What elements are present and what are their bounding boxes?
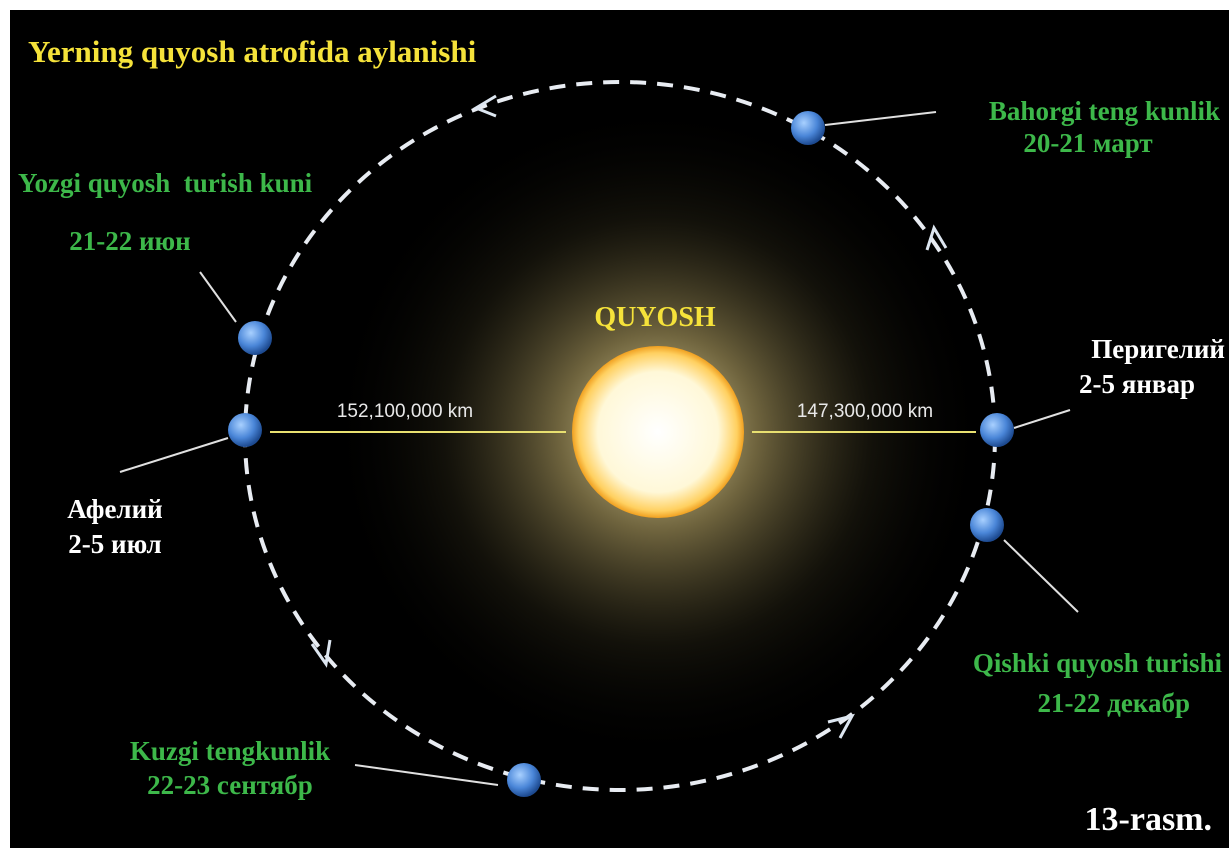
earth bbox=[791, 111, 825, 145]
point-name: Qishki quyosh turishi bbox=[973, 648, 1223, 678]
point-name: Bahorgi teng kunlik bbox=[989, 96, 1220, 126]
point-name: Kuzgi tengkunlik bbox=[130, 736, 330, 766]
point-date: 2-5 январ bbox=[1079, 369, 1195, 399]
earth bbox=[970, 508, 1004, 542]
earth bbox=[238, 321, 272, 355]
earth bbox=[507, 763, 541, 797]
sun bbox=[572, 346, 744, 518]
title: Yerning quyosh atrofida aylanishi bbox=[28, 34, 477, 69]
point-name: Перигелий bbox=[1091, 334, 1225, 364]
point-date: 22-23 сентябр bbox=[147, 770, 313, 800]
page: QUYOSH 152,100,000 km 147,300,000 km Yer… bbox=[0, 0, 1229, 848]
point-date: 21-22 июн bbox=[69, 226, 191, 256]
point-name: Афелий bbox=[67, 494, 162, 524]
point-date: 2-5 июл bbox=[68, 529, 161, 559]
diagram: QUYOSH 152,100,000 km 147,300,000 km Yer… bbox=[0, 0, 1229, 848]
distance-label: 147,300,000 km bbox=[797, 401, 933, 422]
earth bbox=[228, 413, 262, 447]
caption: 13-rasm. bbox=[1085, 801, 1212, 838]
sun-label: QUYOSH bbox=[594, 302, 716, 333]
distance-label: 152,100,000 km bbox=[337, 401, 473, 422]
point-date: 21-22 декабр bbox=[1037, 688, 1190, 718]
point-name: Yozgi quyosh turish kuni bbox=[18, 168, 313, 198]
earth bbox=[980, 413, 1014, 447]
point-date: 20-21 март bbox=[1023, 128, 1152, 158]
